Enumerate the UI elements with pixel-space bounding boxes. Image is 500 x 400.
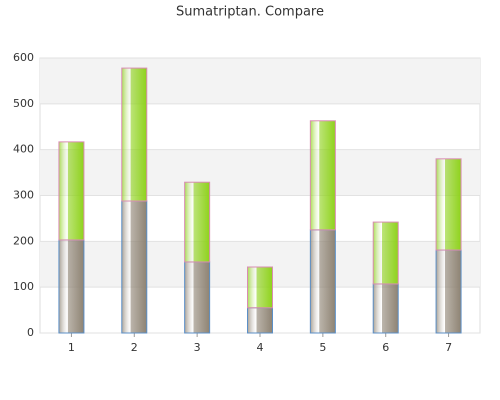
- x-tick-label: 2: [131, 341, 138, 354]
- x-tick-label: 6: [382, 341, 389, 354]
- grid-band: [40, 58, 480, 104]
- bar-segment: [58, 141, 85, 241]
- bar-segment: [435, 249, 462, 334]
- bar-segment: [184, 181, 211, 263]
- x-tick-label: 4: [257, 341, 264, 354]
- bar-segment: [121, 200, 148, 334]
- y-tick-label: 300: [13, 189, 34, 202]
- bar-segment: [247, 266, 273, 309]
- bar-segment: [435, 158, 462, 251]
- y-tick-label: 0: [27, 326, 34, 339]
- x-tick-label: 3: [194, 341, 201, 354]
- x-tick-label: 1: [68, 341, 75, 354]
- y-tick-label: 600: [13, 51, 34, 64]
- chart-title: Sumatriptan. Compare: [176, 5, 324, 20]
- x-tick-label: 5: [319, 341, 326, 354]
- y-tick-label: 200: [13, 234, 34, 247]
- bar-segment: [309, 229, 336, 334]
- y-tick-label: 100: [13, 280, 34, 293]
- grid-band: [40, 149, 480, 196]
- y-tick-label: 500: [13, 97, 34, 110]
- bar-segment: [309, 120, 336, 231]
- x-tick-label: 7: [445, 341, 452, 354]
- y-tick-label: 400: [13, 143, 34, 156]
- bar-segment: [247, 307, 273, 334]
- bar-segment: [372, 283, 399, 334]
- bar-segment: [58, 239, 85, 334]
- bar-segment: [121, 67, 148, 202]
- bar-segment: [184, 261, 211, 334]
- bar-segment: [372, 221, 399, 285]
